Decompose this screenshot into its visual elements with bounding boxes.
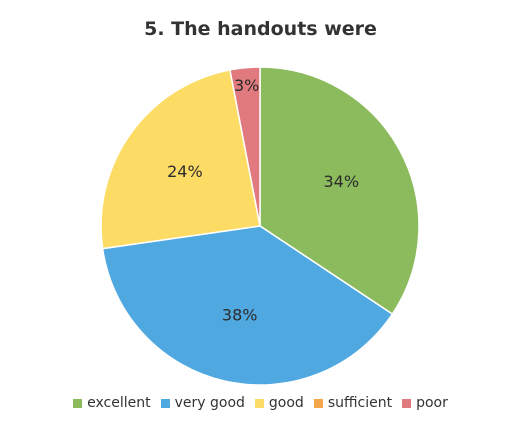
pie-slice-very-good bbox=[101, 225, 394, 386]
legend-swatch bbox=[402, 398, 412, 408]
legend-label: excellent bbox=[87, 395, 151, 411]
legend-label: sufficient bbox=[327, 395, 393, 411]
legend: excellent very good good sufficient poor bbox=[0, 395, 521, 411]
legend-label: poor bbox=[416, 395, 448, 411]
slice-label-poor: 3% bbox=[234, 76, 259, 95]
legend-item-sufficient: sufficient bbox=[313, 395, 393, 411]
pie-slice-poor bbox=[229, 66, 261, 227]
legend-swatch bbox=[160, 398, 170, 408]
slice-label-very-good: 38% bbox=[222, 305, 258, 324]
legend-label: good bbox=[268, 395, 304, 411]
slice-label-good: 24% bbox=[167, 162, 203, 181]
legend-swatch bbox=[313, 398, 323, 408]
legend-item-poor: poor bbox=[402, 395, 448, 411]
legend-item-good: good bbox=[254, 395, 304, 411]
slice-label-excellent: 34% bbox=[324, 172, 360, 191]
legend-item-excellent: excellent bbox=[73, 395, 151, 411]
legend-label: very good bbox=[174, 395, 245, 411]
legend-swatch bbox=[254, 398, 264, 408]
pie-slice-good bbox=[100, 68, 261, 250]
legend-swatch bbox=[73, 398, 83, 408]
legend-item-very-good: very good bbox=[160, 395, 245, 411]
chart-title: 5. The handouts were bbox=[144, 18, 377, 40]
